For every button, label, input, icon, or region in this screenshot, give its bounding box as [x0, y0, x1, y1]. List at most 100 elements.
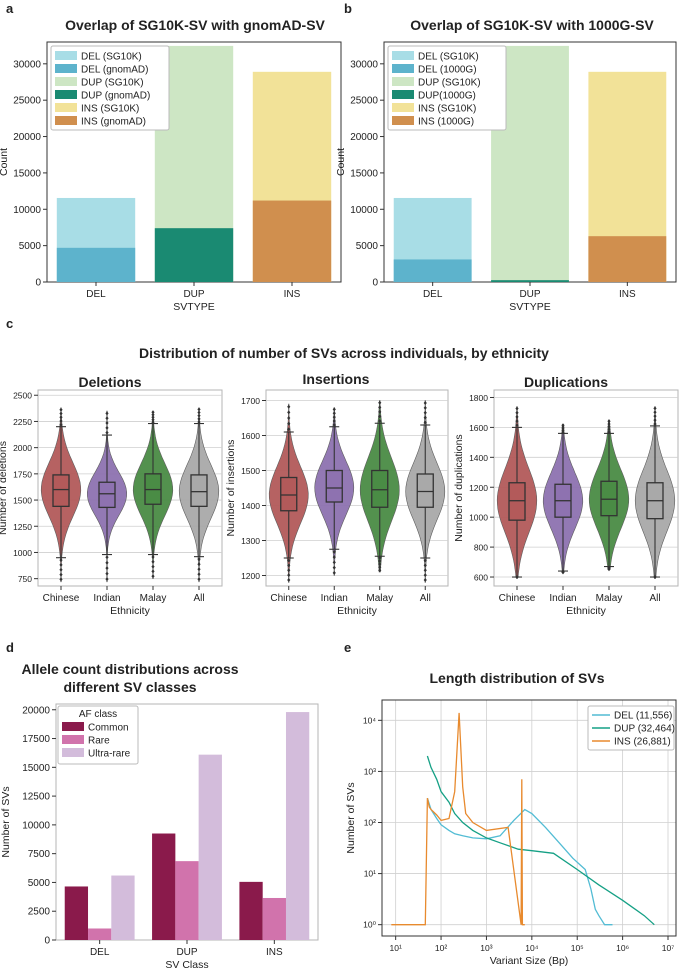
legend-label: DUP (SG10K) — [418, 78, 481, 89]
panel-a-xtick-label: DEL — [86, 289, 106, 300]
panel-d-ytick-label: 10000 — [22, 820, 50, 831]
box-iqr — [371, 469, 389, 508]
panel-e-xlabel: Variant Size (Bp) — [490, 955, 569, 967]
outlier-point — [151, 420, 155, 425]
bar-del-1000g- — [393, 259, 472, 282]
outlier-point — [197, 557, 201, 562]
outlier-point — [59, 577, 63, 582]
outlier-point — [197, 562, 201, 567]
panel-c1-xtick-label: Indian — [93, 593, 120, 604]
chart-panel-e: 10¹ 10² 10³ 10⁴ 10⁵ 10⁶ 10⁷ 10⁰ 10¹ 10² 10³ 10⁴ Vari… — [345, 699, 677, 967]
panel-c1-xlabel: Ethnicity — [110, 605, 150, 617]
outlier-point — [151, 564, 155, 569]
outlier-point — [378, 565, 382, 570]
panel-e-xtick-label: 10³ — [480, 943, 492, 953]
panel-c3-ytick-label: 1800 — [469, 393, 488, 403]
panel-c3-ylabel: Number of duplications — [453, 434, 465, 541]
panel-d-xtick-label: DUP — [176, 947, 197, 958]
box-iqr — [280, 476, 298, 512]
legend-label: INS (gnomAD) — [81, 117, 146, 128]
outlier-point — [653, 421, 657, 426]
outlier-point — [332, 565, 336, 570]
panel-b-ytick-label: 15000 — [350, 168, 378, 179]
outlier-point — [105, 577, 109, 582]
outlier-point — [287, 410, 291, 415]
outlier-point — [197, 413, 201, 418]
outlier-point — [515, 419, 519, 424]
bar-common-dup — [152, 833, 176, 940]
outlier-point — [607, 430, 611, 435]
panel-b-xlabel: SVTYPE — [509, 301, 550, 313]
box-iqr — [600, 480, 618, 517]
panel-c1-ylabel: Number of deletions — [0, 441, 9, 535]
panel-a-ytick-label: 5000 — [19, 241, 42, 252]
panel-c3-xtick-label: Chinese — [499, 593, 536, 604]
outlier-point — [151, 569, 155, 574]
outlier-point — [197, 407, 201, 412]
line-dup — [426, 755, 655, 926]
bar-rare-dup — [175, 861, 199, 940]
chart-panel-c-deletions: 750 1000 1250 1500 1750 2000 2250 2500 Chinese In… — [0, 389, 223, 617]
outlier-point — [105, 425, 109, 430]
panel-c1-ytick-label: 2000 — [13, 443, 32, 453]
legend-swatch — [392, 77, 414, 86]
panel-e-xtick-label: 10⁵ — [571, 943, 584, 953]
panel-c1-ytick-label: 1500 — [13, 496, 32, 506]
panel-d-ytick-label: 15000 — [22, 763, 50, 774]
outlier-point — [378, 568, 382, 573]
outlier-point — [59, 407, 63, 412]
chart-panel-a: 0 5000 10000 15000 20000 25000 30000 DEL DUP INS S… — [0, 41, 342, 313]
panel-e-title: Length distribution of SVs — [430, 670, 605, 686]
legend-label: DEL (11,556) — [614, 711, 672, 722]
outlier-point — [151, 559, 155, 564]
outlier-point — [653, 414, 657, 419]
outlier-point — [423, 405, 427, 410]
panel-c1-xtick-label: All — [193, 593, 204, 604]
panel-e-ytick-label: 10³ — [364, 766, 376, 776]
panel-d-legend-title: AF class — [79, 709, 117, 720]
legend-swatch — [55, 64, 77, 73]
panel-b-ytick-label: 30000 — [350, 59, 378, 70]
panel-d-ytick-label: 2500 — [28, 907, 51, 918]
outlier-point — [59, 411, 63, 416]
outlier-point — [332, 560, 336, 565]
panel-c1-ytick-label: 1750 — [13, 469, 32, 479]
legend-swatch — [55, 90, 77, 99]
panel-d-ytick-label: 0 — [44, 936, 50, 947]
panel-c1-ytick-label: 2250 — [13, 417, 32, 427]
outlier-point — [197, 577, 201, 582]
outlier-point — [105, 560, 109, 565]
panel-e-ytick-label: 10² — [364, 817, 376, 827]
line-del — [426, 797, 613, 926]
panel-b-ytick-label: 20000 — [350, 132, 378, 143]
panel-c2-xtick-label: Indian — [321, 593, 348, 604]
outlier-point — [332, 422, 336, 427]
legend-label: DUP (32,464) — [614, 724, 675, 735]
outlier-point — [287, 427, 291, 432]
outlier-point — [197, 416, 201, 421]
outlier-point — [105, 430, 109, 435]
panel-c2-ylabel: Number of insertions — [225, 440, 237, 537]
box-iqr — [52, 474, 70, 507]
legend-label: DEL (SG10K) — [81, 52, 142, 63]
outlier-point — [423, 563, 427, 568]
legend-label: Rare — [88, 736, 110, 747]
panel-label-e: e — [344, 640, 351, 655]
panel-b-ytick-label: 0 — [372, 278, 378, 289]
panel-c1-ytick-label: 1000 — [13, 548, 32, 558]
outlier-point — [332, 418, 336, 423]
panel-a-xlabel: SVTYPE — [173, 301, 214, 313]
outlier-point — [653, 406, 657, 411]
bar-rare-ins — [262, 897, 286, 940]
outlier-point — [197, 572, 201, 577]
legend-swatch — [55, 51, 77, 60]
outlier-point — [332, 407, 336, 412]
panel-c2-xlabel: Ethnicity — [337, 605, 377, 617]
panel-c2-xtick-label: Chinese — [270, 593, 307, 604]
panel-e-ytick-label: 10⁴ — [363, 715, 376, 725]
outlier-point — [197, 419, 201, 424]
outlier-point — [105, 555, 109, 560]
panel-label-c: c — [6, 316, 13, 331]
box-iqr — [98, 481, 116, 509]
outlier-point — [607, 427, 611, 432]
